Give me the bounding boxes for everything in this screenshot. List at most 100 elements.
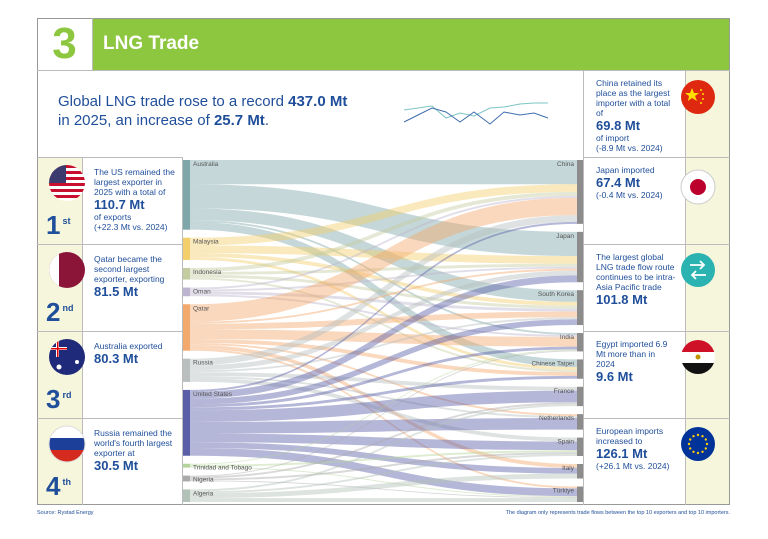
exporter-label: United States <box>193 391 233 398</box>
importer-label: India <box>560 334 574 341</box>
importer-row: China retained its place as the largest … <box>596 78 676 153</box>
rank-suffix: nd <box>62 303 74 313</box>
row-change: (+22.3 Mt vs. 2024) <box>94 222 168 232</box>
importer-row: Egypt imported 6.9 Mt more than in 2024 9… <box>596 339 676 384</box>
flow <box>190 215 577 366</box>
exporter-label: Algeria <box>193 490 214 497</box>
flow <box>190 263 577 275</box>
flow <box>190 390 577 422</box>
flow <box>190 452 577 481</box>
exporter-row: Qatar became the second largest exporter… <box>94 254 178 299</box>
importer-node <box>577 359 583 379</box>
row-value: 126.1 Mt <box>596 446 648 461</box>
flow <box>190 197 577 322</box>
flow <box>190 433 577 451</box>
exporter-row: Australia exported 80.3 Mt <box>94 341 178 366</box>
flow <box>190 376 577 418</box>
row-text: Australia exported <box>94 341 163 351</box>
flow <box>190 245 577 264</box>
row-text: China retained its place as the largest … <box>596 78 671 118</box>
flow <box>190 277 577 372</box>
flag-ring <box>48 425 86 463</box>
intro: Global LNG trade rose to a record 437.0 … <box>58 92 347 130</box>
row-text: European imports increased to <box>596 426 664 446</box>
flag-qatar <box>49 252 85 288</box>
header-bar <box>92 18 730 70</box>
importer-label: Netherlands <box>539 415 575 422</box>
exporter-node <box>183 267 190 280</box>
intro-text: Global LNG trade rose to a record <box>58 93 284 110</box>
source: Source: Rystad Energy <box>37 510 94 516</box>
sankey: Australia Malaysia Indonesia Oman Qatar Russi… <box>183 160 583 502</box>
flow <box>190 191 577 272</box>
icon-arrows <box>681 253 715 287</box>
row-change: (-0.4 Mt vs. 2024) <box>596 190 663 200</box>
importer-label: Spain <box>557 439 574 446</box>
exporter-label: Trinidad and Tobago <box>193 465 252 472</box>
flow <box>190 274 577 309</box>
importer-node <box>577 290 583 326</box>
rank-suffix: rd <box>62 390 72 400</box>
exporter-row: The US remained the largest exporter in … <box>94 167 178 232</box>
flow <box>190 253 577 306</box>
importer-node <box>577 464 583 479</box>
row-value: 30.5 Mt <box>94 458 139 473</box>
flag-eu <box>681 427 715 461</box>
flow <box>190 344 577 468</box>
intro-value: 25.7 Mt <box>213 112 265 129</box>
flow <box>190 454 577 494</box>
flow <box>190 270 577 371</box>
flag-china <box>681 80 715 114</box>
frame <box>37 18 730 505</box>
flow <box>190 448 577 497</box>
importer-label: China <box>557 161 574 168</box>
exporter-node <box>183 489 190 502</box>
importer-node <box>577 386 583 407</box>
row-text: The largest global LNG trade flow route … <box>596 252 676 292</box>
intro-value: 437.0 Mt <box>288 93 348 110</box>
flag-us <box>49 165 85 201</box>
rank-suffix: st <box>62 216 71 226</box>
importer-node <box>577 333 583 352</box>
exporter-label: Oman <box>193 289 211 296</box>
flow <box>190 257 577 371</box>
flow <box>190 473 577 499</box>
flow <box>190 220 577 335</box>
importer-label: South Korea <box>538 291 575 298</box>
rank-number: 1 <box>46 210 61 240</box>
flow <box>190 375 577 411</box>
flag-egypt <box>681 340 715 374</box>
flow <box>190 266 577 292</box>
importer-row: Japan imported 67.4 Mt (-0.4 Mt vs. 2024) <box>596 165 676 200</box>
flow <box>190 184 577 246</box>
flow <box>190 221 577 392</box>
row-value: 69.8 Mt <box>596 118 641 133</box>
flow <box>190 466 577 498</box>
rank-number: 3 <box>46 384 61 414</box>
exporter-label: Australia <box>193 161 219 168</box>
flow <box>190 404 577 492</box>
flow <box>190 294 577 337</box>
importer-node <box>577 437 583 456</box>
row-value: 101.8 Mt <box>596 292 648 307</box>
flow <box>190 372 577 391</box>
flow <box>190 195 577 290</box>
importer-row: The largest global LNG trade flow route … <box>596 252 676 307</box>
row-change: (+26.1 Mt vs. 2024) <box>596 461 670 471</box>
importer-label: Chinese Taipei <box>531 360 574 367</box>
row-value: 80.3 Mt <box>94 351 139 366</box>
exporter-label: Malaysia <box>193 239 219 246</box>
flag-japan <box>680 169 716 205</box>
flow <box>190 275 577 399</box>
flow <box>190 268 577 324</box>
row-text: Egypt imported 6.9 Mt more than in 2024 <box>596 339 668 369</box>
flag-russia <box>49 426 85 462</box>
row-value: 81.5 Mt <box>94 284 139 299</box>
rank-number: 4 <box>46 471 61 501</box>
section-number: 3 <box>52 19 77 68</box>
